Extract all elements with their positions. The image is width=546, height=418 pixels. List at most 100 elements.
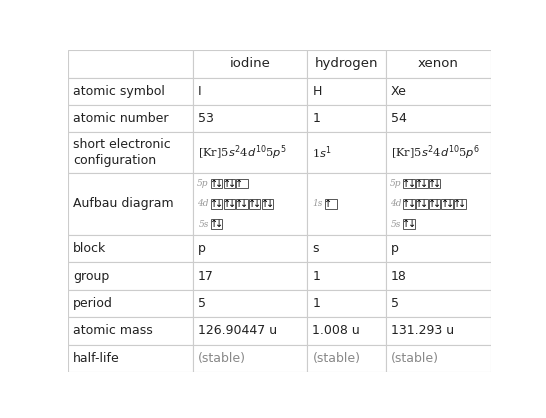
Text: 1: 1 bbox=[312, 112, 321, 125]
Text: period: period bbox=[73, 297, 113, 310]
Bar bbox=[193, 235, 307, 263]
Text: 18: 18 bbox=[391, 270, 407, 283]
Text: 54: 54 bbox=[391, 112, 407, 125]
Text: 1s: 1s bbox=[313, 199, 323, 208]
Text: ↑: ↑ bbox=[441, 199, 449, 209]
Bar bbox=[307, 105, 385, 133]
Text: 5p: 5p bbox=[390, 179, 401, 188]
Text: [Kr]5$s^2$4$d^{10}$5$p^5$: [Kr]5$s^2$4$d^{10}$5$p^5$ bbox=[198, 143, 287, 162]
Bar bbox=[193, 290, 307, 317]
Text: (stable): (stable) bbox=[312, 352, 360, 365]
Text: ↓: ↓ bbox=[433, 178, 441, 189]
Bar bbox=[385, 173, 491, 235]
Bar bbox=[68, 50, 193, 78]
Bar bbox=[385, 105, 491, 133]
Text: ↑: ↑ bbox=[415, 178, 423, 189]
Text: ↑: ↑ bbox=[210, 219, 218, 229]
Text: p: p bbox=[198, 242, 206, 255]
Text: ↑: ↑ bbox=[453, 199, 461, 209]
Bar bbox=[403, 219, 415, 229]
Text: 1.008 u: 1.008 u bbox=[312, 324, 360, 337]
Bar bbox=[236, 199, 248, 209]
Text: ↑: ↑ bbox=[210, 178, 218, 189]
Bar bbox=[68, 133, 193, 173]
Text: ↑: ↑ bbox=[428, 199, 436, 209]
Bar bbox=[223, 199, 235, 209]
Bar bbox=[193, 317, 307, 344]
Bar bbox=[262, 199, 273, 209]
Text: ↓: ↓ bbox=[420, 199, 429, 209]
Text: ↓: ↓ bbox=[215, 178, 223, 189]
Text: ↑: ↑ bbox=[428, 178, 436, 189]
Bar bbox=[307, 344, 385, 372]
Text: s: s bbox=[312, 242, 319, 255]
Bar bbox=[385, 235, 491, 263]
Text: half-life: half-life bbox=[73, 352, 120, 365]
Bar bbox=[193, 78, 307, 105]
Bar bbox=[307, 173, 385, 235]
Bar bbox=[307, 78, 385, 105]
Text: ↑: ↑ bbox=[223, 178, 231, 189]
Bar bbox=[68, 263, 193, 290]
Text: 126.90447 u: 126.90447 u bbox=[198, 324, 277, 337]
Bar bbox=[385, 344, 491, 372]
Text: (stable): (stable) bbox=[198, 352, 246, 365]
Bar bbox=[325, 199, 336, 209]
Text: ↑: ↑ bbox=[402, 199, 411, 209]
Text: ↓: ↓ bbox=[215, 219, 223, 229]
Bar bbox=[454, 199, 466, 209]
Text: ↑: ↑ bbox=[235, 199, 244, 209]
Text: (stable): (stable) bbox=[391, 352, 438, 365]
Text: Aufbau diagram: Aufbau diagram bbox=[73, 197, 174, 210]
Text: ↑: ↑ bbox=[248, 199, 256, 209]
Text: ↓: ↓ bbox=[266, 199, 274, 209]
Text: [Kr]5$s^2$4$d^{10}$5$p^6$: [Kr]5$s^2$4$d^{10}$5$p^6$ bbox=[391, 143, 479, 162]
Text: 5s: 5s bbox=[198, 219, 209, 229]
Bar bbox=[403, 179, 415, 189]
Bar bbox=[193, 105, 307, 133]
Text: ↓: ↓ bbox=[407, 219, 416, 229]
Text: atomic symbol: atomic symbol bbox=[73, 85, 165, 98]
Text: 131.293 u: 131.293 u bbox=[391, 324, 454, 337]
Text: hydrogen: hydrogen bbox=[314, 57, 378, 70]
Bar bbox=[193, 263, 307, 290]
Text: 1: 1 bbox=[312, 297, 321, 310]
Bar bbox=[68, 290, 193, 317]
Bar bbox=[307, 317, 385, 344]
Bar bbox=[193, 133, 307, 173]
Bar bbox=[385, 78, 491, 105]
Text: group: group bbox=[73, 270, 110, 283]
Text: 5: 5 bbox=[391, 297, 399, 310]
Bar bbox=[236, 179, 248, 189]
Text: ↓: ↓ bbox=[215, 199, 223, 209]
Bar bbox=[193, 173, 307, 235]
Bar bbox=[416, 199, 428, 209]
Text: ↓: ↓ bbox=[240, 199, 248, 209]
Text: ↓: ↓ bbox=[420, 178, 429, 189]
Text: ↓: ↓ bbox=[228, 178, 236, 189]
Text: ↓: ↓ bbox=[446, 199, 454, 209]
Bar bbox=[68, 235, 193, 263]
Text: ↓: ↓ bbox=[458, 199, 466, 209]
Text: Xe: Xe bbox=[391, 85, 407, 98]
Text: atomic number: atomic number bbox=[73, 112, 169, 125]
Bar bbox=[211, 219, 222, 229]
Bar bbox=[193, 344, 307, 372]
Bar bbox=[403, 199, 415, 209]
Text: iodine: iodine bbox=[230, 57, 271, 70]
Text: H: H bbox=[312, 85, 322, 98]
Bar bbox=[429, 199, 440, 209]
Text: ↓: ↓ bbox=[433, 199, 441, 209]
Bar bbox=[68, 105, 193, 133]
Text: p: p bbox=[391, 242, 399, 255]
Bar bbox=[68, 317, 193, 344]
Text: ↑: ↑ bbox=[324, 199, 333, 209]
Bar bbox=[429, 179, 440, 189]
Bar bbox=[193, 50, 307, 78]
Text: ↑: ↑ bbox=[402, 219, 411, 229]
Bar bbox=[442, 199, 453, 209]
Bar bbox=[68, 344, 193, 372]
Bar bbox=[211, 199, 222, 209]
Bar bbox=[68, 173, 193, 235]
Bar bbox=[307, 263, 385, 290]
